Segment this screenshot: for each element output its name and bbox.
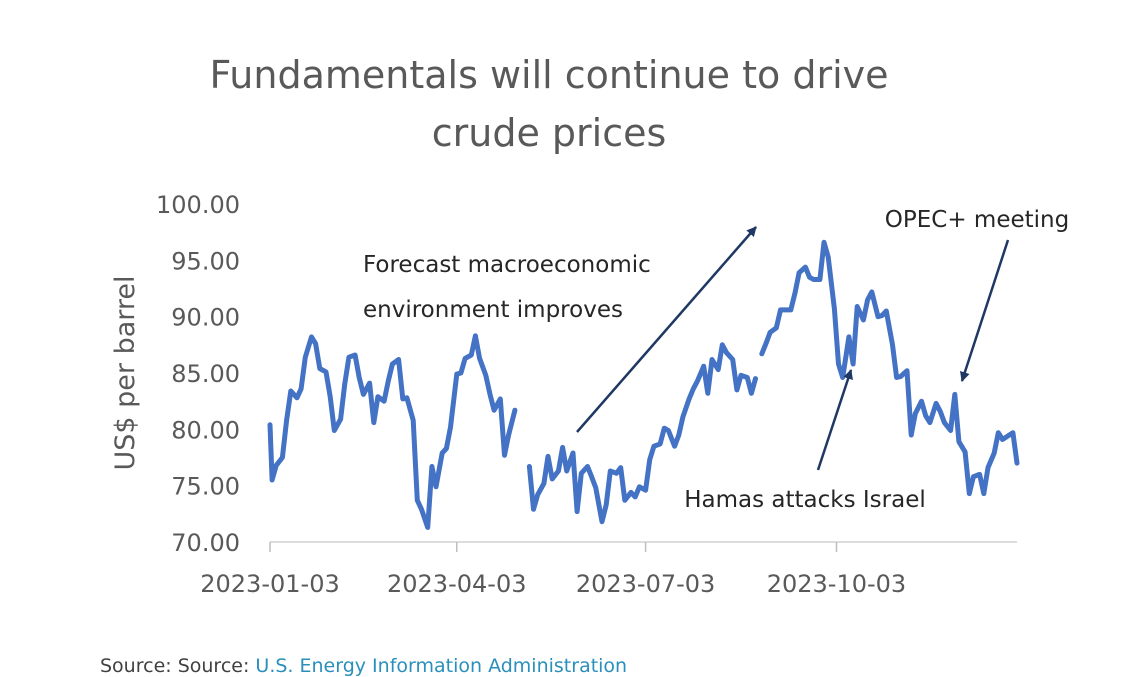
annotations: Forecast macroeconomic environment improv… xyxy=(363,207,1069,513)
y-tick-label: 70.00 xyxy=(171,529,240,557)
y-tick-label: 80.00 xyxy=(171,416,240,444)
annotation-arrow-icon xyxy=(576,226,757,433)
source-link[interactable]: U.S. Energy Information Administration xyxy=(255,655,628,677)
series-line-segment xyxy=(267,333,518,530)
x-tick-label: 2023-04-03 xyxy=(387,570,526,598)
series-line-segment xyxy=(759,239,1020,497)
annotation-arrow-icon xyxy=(960,239,1010,382)
y-axis-label: US$ per barrel xyxy=(110,275,141,470)
source-note: Source: Source: U.S. Energy Information … xyxy=(100,655,627,677)
chart-title-line: Fundamentals will continue to drive xyxy=(210,53,889,97)
annotation-text: environment improves xyxy=(363,297,623,323)
x-axis: 2023-01-03 2023-04-03 2023-07-03 2023-10-03 xyxy=(200,541,1017,598)
annotation: Hamas attacks Israel xyxy=(684,369,926,513)
x-tick-label: 2023-01-03 xyxy=(200,570,339,598)
annotation-text: Hamas attacks Israel xyxy=(684,487,926,513)
chart-title-line: crude prices xyxy=(432,111,667,155)
source-prefix: Source: Source: xyxy=(100,655,256,677)
annotation: OPEC+ meeting xyxy=(885,207,1069,382)
y-tick-label: 90.00 xyxy=(171,304,240,332)
annotation-arrow-icon xyxy=(816,369,853,471)
chart-title: Fundamentals will continue to drive crude… xyxy=(210,53,889,155)
x-tick-label: 2023-10-03 xyxy=(767,570,906,598)
y-axis-label-group: US$ per barrel xyxy=(110,275,141,470)
y-tick-label: 100.00 xyxy=(156,191,240,219)
price-series xyxy=(267,239,1020,530)
y-tick-label: 95.00 xyxy=(171,247,240,275)
annotation-text: Forecast macroeconomic xyxy=(363,252,651,278)
y-axis-ticks: 100.00 95.00 90.00 85.00 80.00 75.00 70.00 xyxy=(156,191,240,557)
annotation: Forecast macroeconomic environment improv… xyxy=(363,226,757,433)
y-tick-label: 85.00 xyxy=(171,360,240,388)
annotation-text: OPEC+ meeting xyxy=(885,207,1069,233)
x-tick-label: 2023-07-03 xyxy=(576,570,715,598)
y-tick-label: 75.00 xyxy=(171,473,240,501)
series-line-segment xyxy=(526,342,758,525)
